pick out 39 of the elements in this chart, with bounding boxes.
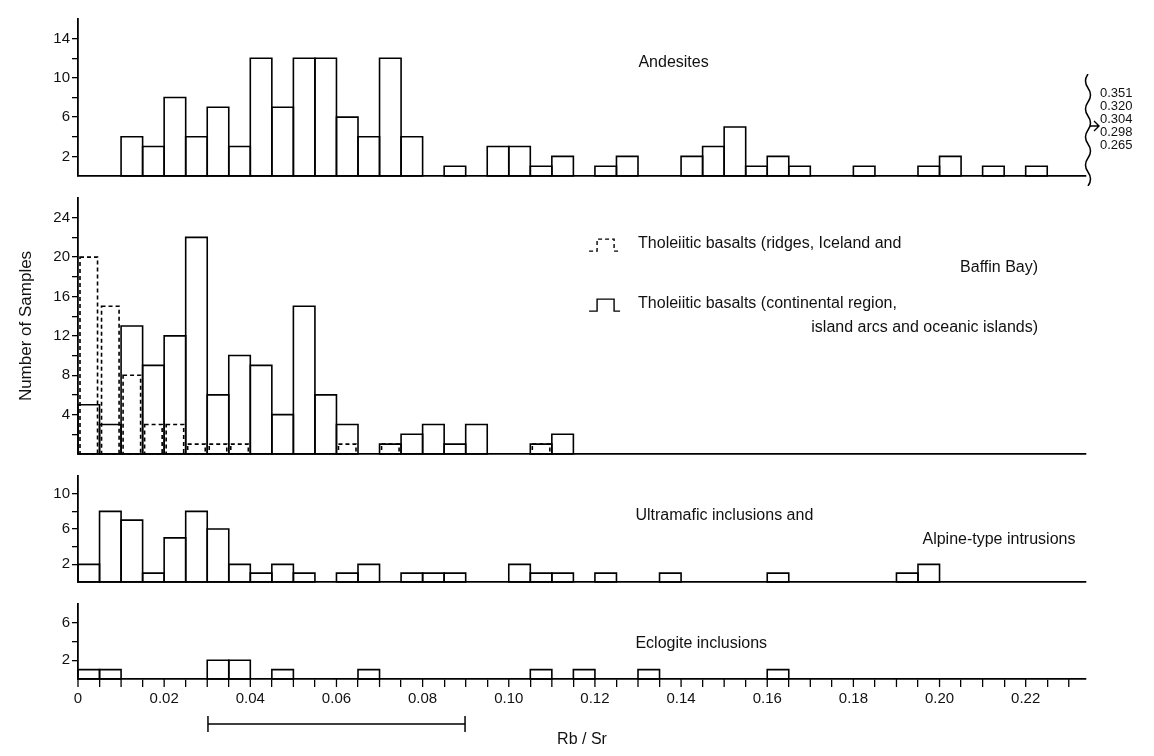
y-tick-label: 6	[61, 519, 70, 537]
text: 0.351	[1100, 85, 1133, 101]
x-tick-label: 0.22	[1011, 689, 1041, 707]
text: 0.298	[1100, 124, 1133, 140]
y-tick-label: 4	[61, 404, 70, 422]
x-tick-label: 0	[73, 689, 83, 707]
x-tick-label: 0.20	[924, 689, 955, 707]
x-tick-label: 0.14	[666, 689, 696, 707]
x-axis-title: Rb / Sr	[557, 729, 608, 747]
chart-title: Ultramafic inclusions and Alpine-type intrusions	[635, 506, 1076, 548]
x-tick-label: 0.12	[580, 689, 610, 707]
y-tick-label: 10	[53, 483, 70, 501]
text: 0.265	[1100, 137, 1133, 153]
x-tick-label: 0.08	[408, 689, 438, 707]
y-tick-label: 10	[53, 68, 70, 86]
y-tick-label: 12	[53, 325, 70, 343]
x-tick-label: 0.10	[494, 689, 524, 707]
legend-label: Tholeiitic basalts (continental region, island arcs and oceanic islands)	[638, 294, 1039, 336]
y-tick-label: 16	[53, 286, 70, 304]
x-tick-label: 0.02	[149, 689, 179, 707]
y-tick-label: 2	[61, 146, 70, 164]
y-tick-label: 8	[61, 365, 70, 383]
y-tick-label: 14	[53, 28, 70, 46]
x-tick-label: 0.18	[838, 689, 868, 707]
x-tick-label: 0.06	[321, 689, 352, 707]
y-axis-title: Number of Samples	[15, 250, 35, 402]
text: Tholeiitic basalts (ridges, Iceland and Baffin Bay)	[638, 234, 1039, 276]
y-tick-label: 6	[61, 107, 70, 125]
text: Andesites	[638, 53, 709, 71]
text: 0.304	[1100, 111, 1133, 127]
y-tick-label: 20	[53, 247, 70, 265]
y-tick-label: 24	[53, 207, 70, 225]
x-tick-label: 0.04	[235, 689, 265, 707]
text: 0.320	[1100, 98, 1133, 114]
text: Eclogite inclusions	[635, 634, 768, 652]
y-tick-label: 2	[61, 650, 70, 668]
y-tick-label: 2	[61, 554, 70, 572]
x-tick-label: 0.16	[752, 689, 782, 707]
y-tick-label: 6	[61, 612, 70, 630]
